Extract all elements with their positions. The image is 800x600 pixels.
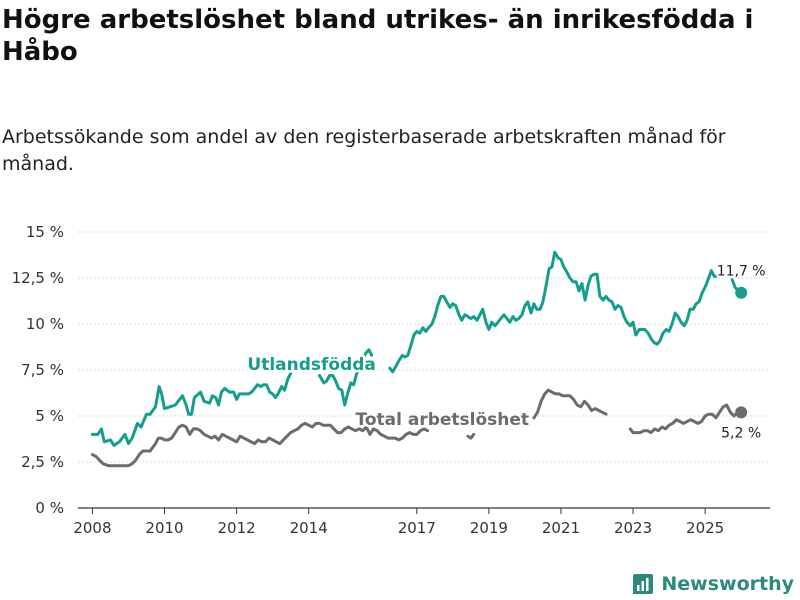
- x-tick-label: 2017: [398, 519, 436, 537]
- series-line-total-arbetsl-shet: [532, 388, 608, 420]
- series-label-utlandsfodda: Utlandsfödda: [247, 355, 376, 375]
- series-line-utlandsf-dda: [90, 372, 293, 447]
- y-tick-label: 10 %: [26, 315, 64, 333]
- end-value-utlandsfodda: 11,7 %: [717, 264, 766, 280]
- brand-name: Newsworthy: [661, 573, 794, 595]
- chart-subtitle: Arbetssökande som andel av den registerb…: [2, 126, 726, 175]
- series-line-total-arbetsl-shet: [628, 403, 743, 435]
- end-value-total: 5,2 %: [721, 425, 761, 441]
- series-line-utlandsf-dda: [388, 250, 719, 374]
- series-line-total-arbetsl-shet: [466, 432, 476, 440]
- y-tick-label: 7,5 %: [21, 361, 64, 379]
- x-tick-label: 2021: [542, 519, 580, 537]
- series-labels: Utlandsfödda Total arbetslöshet 11,7 % 5…: [245, 262, 768, 444]
- axes: 0 % 2,5 % 5 % 7,5 % 10 % 12,5 % 15 % 2008 2010 20…: [12, 223, 770, 537]
- y-tick-label: 15 %: [26, 223, 64, 241]
- bar-chart-logo-icon: [633, 574, 654, 594]
- series-line-utlandsf-dda: [318, 348, 374, 407]
- chart-title: Högre arbetslöshet bland utrikes- än inr…: [2, 5, 754, 67]
- x-tick-label: 2010: [145, 519, 183, 537]
- brand-logo[interactable]: Newsworthy: [631, 572, 794, 596]
- y-tick-label: 5 %: [35, 407, 64, 425]
- x-tick-label: 2023: [614, 519, 652, 537]
- x-tick-label: 2012: [217, 519, 255, 537]
- end-marker-total: [735, 406, 748, 419]
- grid-lines: [78, 231, 770, 463]
- x-tick-label: 2008: [73, 519, 111, 537]
- x-tick-label: 2025: [686, 519, 724, 537]
- series-line-total-arbetsl-shet: [90, 421, 430, 468]
- x-tick-label: 2019: [470, 519, 508, 537]
- series-lines: [90, 250, 748, 468]
- end-marker-utlandsfodda: [735, 286, 748, 299]
- x-tick-label: 2014: [290, 519, 328, 537]
- y-tick-label: 0 %: [35, 499, 64, 517]
- y-tick-label: 12,5 %: [12, 269, 64, 287]
- series-label-total: Total arbetslöshet: [356, 410, 530, 430]
- y-tick-label: 2,5 %: [21, 453, 64, 471]
